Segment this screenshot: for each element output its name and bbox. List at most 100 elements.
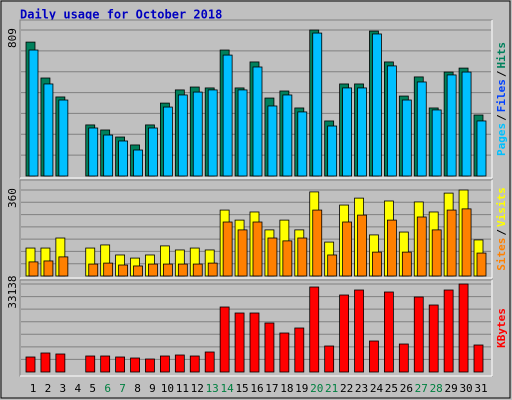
x-tick-label: 11: [176, 382, 189, 395]
bar: [159, 355, 170, 373]
bar: [476, 120, 487, 177]
bar: [219, 306, 230, 373]
bar: [192, 91, 203, 177]
bar: [88, 263, 99, 277]
bar: [103, 262, 114, 277]
bar: [43, 260, 54, 277]
bar: [25, 356, 36, 373]
bar: [267, 237, 278, 277]
legend-entry: Pages: [495, 123, 508, 156]
bar: [192, 263, 203, 277]
bar: [177, 94, 188, 177]
bar: [55, 353, 66, 373]
bar: [473, 344, 484, 373]
bar: [401, 251, 412, 277]
bar: [133, 149, 143, 177]
x-tick-label: 10: [161, 382, 174, 395]
bar: [413, 296, 424, 373]
bar: [162, 263, 173, 277]
x-tick-label: 6: [104, 382, 111, 395]
x-tick-label: 4: [74, 382, 81, 395]
bar: [431, 229, 442, 277]
bar: [428, 304, 439, 373]
bar: [443, 289, 454, 373]
bar: [339, 294, 350, 373]
bar: [431, 109, 442, 177]
bar: [446, 74, 457, 177]
bar: [372, 33, 382, 177]
x-tick-label: 5: [89, 382, 96, 395]
bar: [446, 209, 457, 277]
bar: [327, 125, 338, 177]
bar: [416, 81, 427, 177]
bar: [312, 209, 323, 277]
legend-separator: /: [495, 70, 508, 77]
x-tick-label: 20: [310, 382, 323, 395]
bar: [461, 208, 472, 277]
bar: [100, 355, 111, 373]
x-tick-label: 12: [191, 382, 204, 395]
x-tick-label: 17: [265, 382, 278, 395]
x-tick-label: 27: [415, 382, 428, 395]
x-tick-label: 23: [355, 382, 368, 395]
bar: [177, 263, 188, 277]
bar: [324, 345, 335, 373]
bar: [222, 54, 233, 177]
bar: [327, 254, 338, 277]
bar: [115, 356, 125, 373]
bar: [58, 99, 69, 177]
bar: [58, 256, 69, 277]
bar: [398, 343, 409, 373]
bar: [458, 283, 469, 373]
legend-entry: Hits: [495, 42, 508, 69]
bar: [28, 49, 39, 177]
bar: [386, 219, 397, 277]
bar: [234, 312, 245, 373]
bar: [267, 105, 278, 177]
legend-separator: /: [495, 229, 508, 236]
bar: [249, 312, 260, 373]
legend: Sites / Visits: [495, 187, 508, 271]
x-tick-label: 14: [221, 382, 235, 395]
bar: [357, 214, 367, 277]
bar: [207, 262, 218, 277]
bar: [312, 32, 323, 177]
bar: [461, 71, 472, 177]
legend: KBytes: [495, 308, 508, 348]
x-tick-label: 8: [134, 382, 141, 395]
bar: [476, 252, 487, 277]
bar: [189, 355, 200, 373]
bar: [252, 221, 263, 277]
bar: [401, 99, 412, 177]
bar: [204, 351, 215, 373]
bar: [386, 65, 397, 177]
legend-entry: KBytes: [495, 308, 508, 348]
bar: [282, 94, 293, 177]
x-tick-label: 30: [459, 382, 472, 395]
bar: [252, 66, 263, 177]
legend-entry: Sites: [495, 238, 508, 271]
bar: [88, 127, 99, 177]
bar: [207, 89, 218, 177]
legend: Pages/Files/Hits: [495, 42, 508, 156]
x-tick-label: 2: [45, 382, 52, 395]
bar: [148, 263, 158, 277]
bar: [28, 261, 39, 277]
bar: [279, 332, 290, 373]
bar: [145, 358, 155, 373]
x-tick-label: 28: [430, 382, 443, 395]
bar: [342, 87, 353, 177]
x-tick-label: 24: [370, 382, 384, 395]
x-tick-label: 25: [385, 382, 398, 395]
bar: [369, 340, 379, 373]
bar: [372, 251, 382, 277]
x-tick-label: 21: [325, 382, 338, 395]
x-tick-label: 29: [445, 382, 458, 395]
bar: [264, 322, 275, 373]
bar: [383, 291, 394, 373]
bar: [357, 87, 367, 177]
bar: [222, 221, 233, 277]
y-tick-label: 33138: [6, 275, 19, 308]
bar: [309, 286, 320, 373]
